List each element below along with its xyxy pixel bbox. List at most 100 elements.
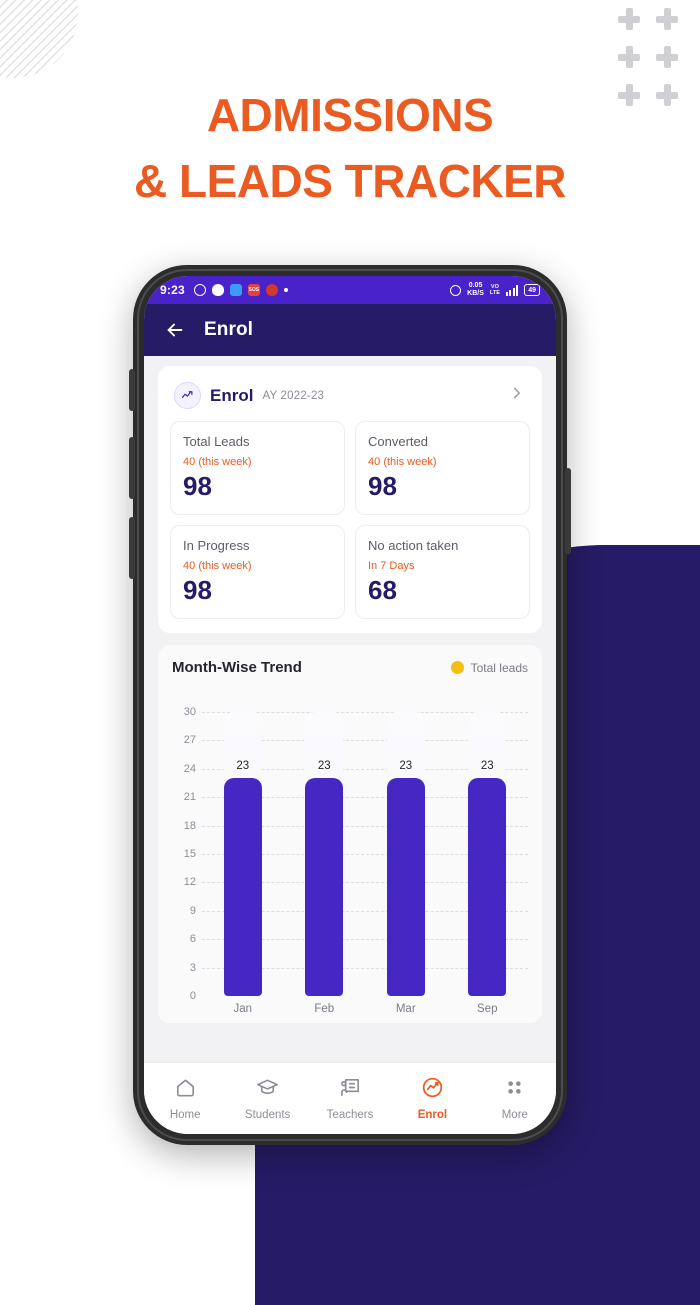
presentation-board-icon [339,1076,362,1104]
nav-item-students[interactable]: Students [226,1076,308,1121]
enrol-card-title: Enrol [210,385,254,405]
y-axis-tick: 6 [189,933,196,946]
chart-header: Month-Wise Trend Total leads [172,659,528,676]
stat-value: 98 [183,575,212,605]
bar-column[interactable]: 23 [305,688,344,996]
signal-bars-icon [505,284,519,296]
back-arrow-icon[interactable] [164,319,186,341]
stat-card-in-progress[interactable]: In Progress 40 (this week) 98 [170,525,345,619]
stat-card-converted[interactable]: Converted 40 (this week) 98 [355,421,530,515]
trend-chart-icon [174,382,201,409]
legend-label: Total leads [470,660,528,675]
y-axis-tick: 15 [183,848,196,860]
y-axis: 0 3 6 9 12 15 18 21 24 27 30 [172,688,202,1002]
stat-label: Total Leads [183,434,250,449]
nav-label: Students [244,1109,291,1121]
bar-column[interactable]: 23 [386,688,425,996]
plus-icon [656,46,678,68]
status-bar: 9:23 SOS 0.05 KB/S VO LTE 49 [144,276,556,304]
stat-card-total-leads[interactable]: Total Leads 40 (this week) 98 [170,421,345,515]
network-speed-unit: KB/S [467,290,484,297]
nav-item-home[interactable]: Home [144,1076,226,1121]
nav-label: Enrol [417,1109,448,1121]
chart-card: Month-Wise Trend Total leads 0 3 6 9 12 15 18 2… [158,645,542,1023]
bar-fill: 23 [468,760,507,996]
trend-chart-circle-icon [421,1076,444,1104]
network-speed-indicator: 0.05 KB/S [467,282,484,298]
status-system-icons: 0.05 KB/S VO LTE 49 [450,282,540,298]
x-axis-tick: Feb [314,1003,335,1015]
stat-sub-text: (this week) [383,456,437,468]
whatsapp-icon [193,284,206,296]
app-bar: Enrol [144,304,556,356]
grid-dots-icon [503,1076,526,1104]
x-axis-tick: Mar [395,1003,416,1015]
summary-card: Enrol AY 2022-23 Total Leads 40 (this we… [158,366,542,633]
legend-color-dot [450,661,464,674]
volume-up-button[interactable] [129,437,135,499]
x-axis-tick: Jan [233,1003,253,1015]
gridline [202,882,528,884]
gridline [202,712,528,713]
network-speed-value: 0.05 [468,282,483,289]
nav-item-teachers[interactable]: Teachers [309,1076,391,1121]
chevron-right-icon[interactable] [508,384,526,407]
stat-value: 98 [183,471,212,501]
bar-value-label: 23 [480,760,494,773]
power-button[interactable] [565,468,571,554]
status-notification-icons: SOS [193,284,288,296]
messenger-icon [229,284,242,296]
gridline [202,967,528,969]
plus-grid-decoration [618,8,686,114]
app-content: Enrol AY 2022-23 Total Leads 40 (this we… [144,356,556,1062]
volume-down-button[interactable] [129,517,135,579]
stat-value: 98 [368,471,397,501]
page-title: ADMISSIONS & LEADS TRACKER [0,82,700,214]
bottom-navigation: Home Students Teachers [144,1062,556,1134]
stat-label: No action taken [368,538,459,553]
snapchat-icon [211,284,224,296]
stat-subtext: 40 (this week) [368,456,517,468]
headline-line-2: & LEADS TRACKER [133,155,567,207]
stat-subtext: In 7 Days [368,560,517,572]
y-axis-tick: 0 [189,990,196,1002]
stat-card-no-action-taken[interactable]: No action taken In 7 Days 68 [355,525,530,619]
enrol-card-header[interactable]: Enrol AY 2022-23 [170,378,530,421]
stat-sub-text: (this week) [198,560,252,572]
nav-item-more[interactable]: More [474,1076,556,1121]
bar-value-label: 23 [236,760,250,773]
nav-label: Teachers [326,1109,374,1121]
stat-subtext: 40 (this week) [183,456,332,468]
stat-sub-text: (this week) [198,456,252,468]
bar-fill: 23 [223,760,262,996]
bar-column[interactable]: 23 [223,688,262,996]
y-axis-tick: 21 [183,791,196,804]
gridline [202,939,528,941]
bar-value-label: 23 [399,760,413,773]
y-axis-tick: 12 [183,876,196,889]
bar-fill: 23 [305,760,344,996]
stat-label: In Progress [183,538,250,553]
nav-item-enrol[interactable]: Enrol [391,1076,473,1121]
stat-sub-number: 40 [368,456,381,468]
gridline [202,825,528,827]
nav-label: More [501,1109,528,1121]
bar-column[interactable]: 23 [468,688,507,996]
bar-value-label: 23 [317,760,331,773]
striped-circle-decoration [0,0,78,78]
phone-mockup: 9:23 SOS 0.05 KB/S VO LTE 49 [129,265,571,1145]
nav-label: Home [169,1109,201,1121]
gridline [202,854,528,855]
y-axis-tick: 27 [183,734,196,747]
bars-area: 23 23 23 23 [202,688,528,996]
stat-sub-text: In 7 Days [368,560,415,572]
plus-icon [656,84,678,106]
phone-screen: 9:23 SOS 0.05 KB/S VO LTE 49 [144,276,556,1134]
y-axis-tick: 30 [183,706,196,718]
app-icon [265,284,278,296]
plus-icon [618,8,640,30]
gridline [202,740,528,742]
chart-title: Month-Wise Trend [172,659,302,676]
stat-sub-number: 40 [183,456,196,468]
phone-side-button[interactable] [129,369,135,411]
